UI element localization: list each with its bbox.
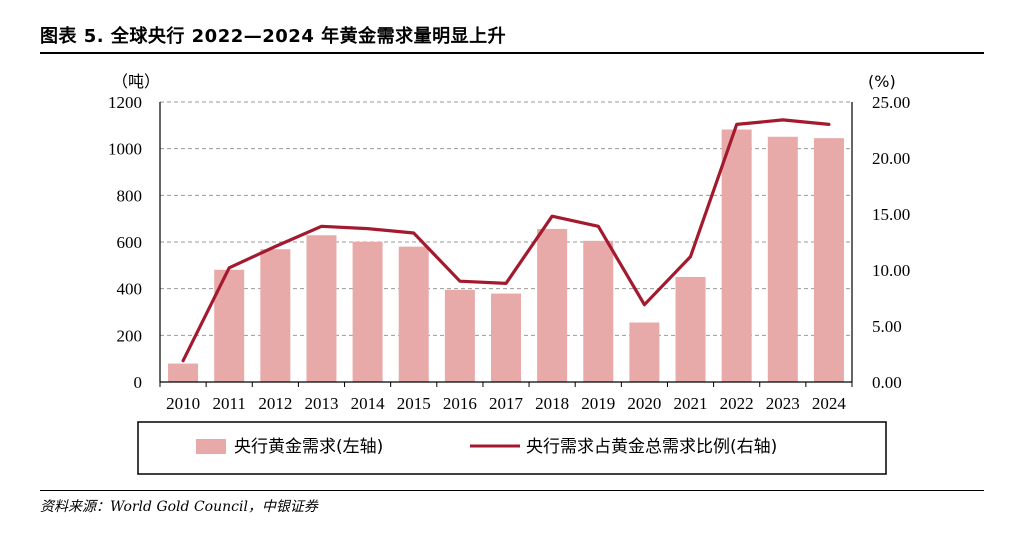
x-tick-label: 2012 [258, 394, 292, 413]
x-tick-label: 2020 [627, 394, 661, 413]
axes [159, 102, 853, 387]
bar [260, 249, 291, 382]
left-tick-label: 200 [117, 326, 143, 345]
left-tick-label: 1200 [108, 93, 142, 112]
x-tick-label: 2014 [351, 394, 386, 413]
bar [306, 235, 337, 382]
bar [398, 246, 429, 382]
x-tick-label: 2013 [304, 394, 338, 413]
x-tick-label: 2019 [581, 394, 615, 413]
x-tick-label: 2023 [766, 394, 800, 413]
left-axis-ticks: 0 200 400 600 800 1000 1200 [108, 93, 142, 392]
legend: 央行黄金需求(左轴) 央行需求占黄金总需求比例(右轴) [137, 421, 887, 475]
left-tick-label: 1000 [108, 140, 142, 159]
x-tick-label: 2022 [720, 394, 754, 413]
legend-bar-swatch [196, 439, 226, 454]
right-tick-label: 15.00 [872, 205, 910, 224]
right-tick-label: 0.00 [872, 373, 902, 392]
bar [537, 228, 568, 382]
legend-bar-label: 央行黄金需求(左轴) [234, 437, 383, 457]
left-tick-label: 600 [117, 233, 143, 252]
bar [444, 289, 475, 382]
bar [813, 138, 844, 382]
x-axis-ticks: 2010 2011 2012 2013 2014 2015 2016 2017 2018 2019… [166, 394, 846, 413]
right-tick-label: 10.00 [872, 261, 910, 280]
x-tick-label: 2011 [213, 394, 246, 413]
chart: 0 200 400 600 800 1000 1200 0.00 5.00 10.00 15.00… [108, 72, 910, 475]
bar [583, 240, 614, 382]
x-tick-label: 2010 [166, 394, 200, 413]
left-tick-label: 0 [134, 373, 143, 392]
right-tick-label: 20.00 [872, 149, 910, 168]
left-tick-label: 800 [117, 186, 143, 205]
right-axis-ticks: 0.00 5.00 10.00 15.00 20.00 25.00 [872, 93, 910, 392]
left-tick-label: 400 [117, 280, 143, 299]
x-tick-label: 2021 [674, 394, 708, 413]
bar-series [168, 129, 844, 382]
line-series [181, 118, 831, 363]
x-tick-label: 2024 [812, 394, 847, 413]
bar [721, 129, 752, 382]
x-tick-label: 2015 [397, 394, 431, 413]
source-rule [40, 490, 984, 491]
x-tick-label: 2017 [489, 394, 524, 413]
ratio-line [181, 118, 831, 363]
source-note: 资料来源：World Gold Council，中银证券 [40, 499, 318, 515]
right-tick-label: 25.00 [872, 93, 910, 112]
x-tick-label: 2018 [535, 394, 569, 413]
bar [491, 293, 521, 382]
bar [168, 363, 199, 382]
right-tick-label: 5.00 [872, 317, 902, 336]
bar [675, 277, 706, 382]
left-axis-unit: （吨） [112, 72, 160, 91]
bar [352, 241, 383, 382]
x-tick-label: 2016 [443, 394, 477, 413]
bar [629, 322, 660, 382]
right-axis-unit: (%) [868, 72, 896, 91]
legend-line-label: 央行需求占黄金总需求比例(右轴) [526, 437, 777, 457]
legend-box [137, 421, 887, 475]
bar [767, 136, 798, 382]
figure-title: 图表 5. 全球央行 2022—2024 年黄金需求量明显上升 [40, 26, 507, 47]
title-rule [40, 52, 984, 54]
